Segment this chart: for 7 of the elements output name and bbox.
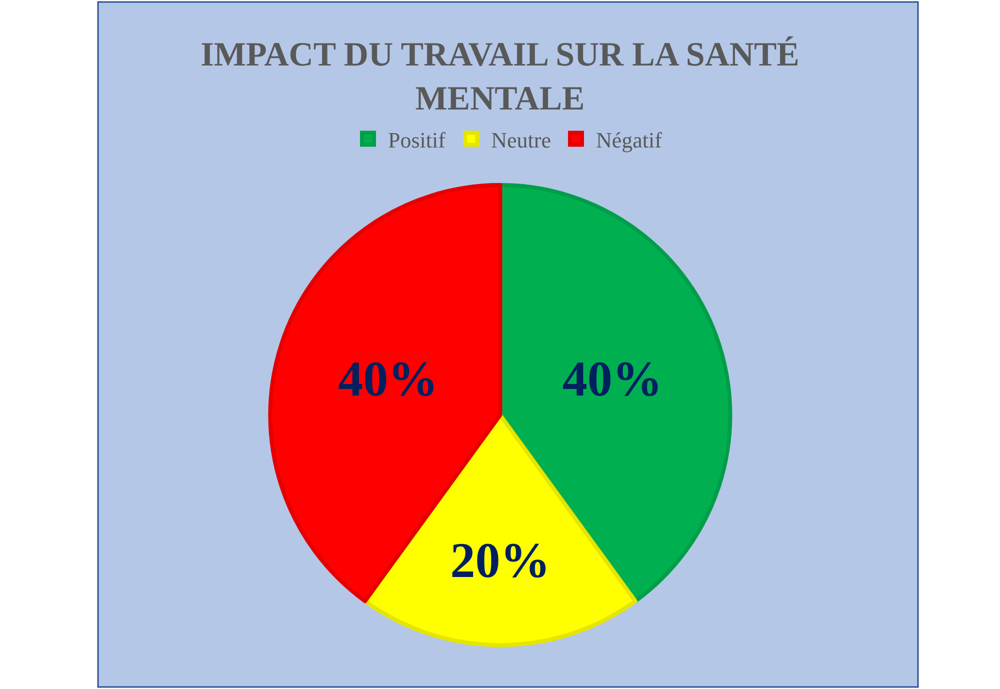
legend-label: Positif bbox=[388, 127, 446, 152]
legend-label: Négatif bbox=[596, 127, 663, 152]
data-label: 40% bbox=[562, 350, 662, 407]
legend-label: Neutre bbox=[491, 127, 551, 152]
chart-title: IMPACT DU TRAVAIL SUR LA SANTÉ MENTALE bbox=[200, 35, 800, 118]
data-label: 20% bbox=[450, 532, 550, 588]
data-label: 40% bbox=[338, 350, 438, 407]
